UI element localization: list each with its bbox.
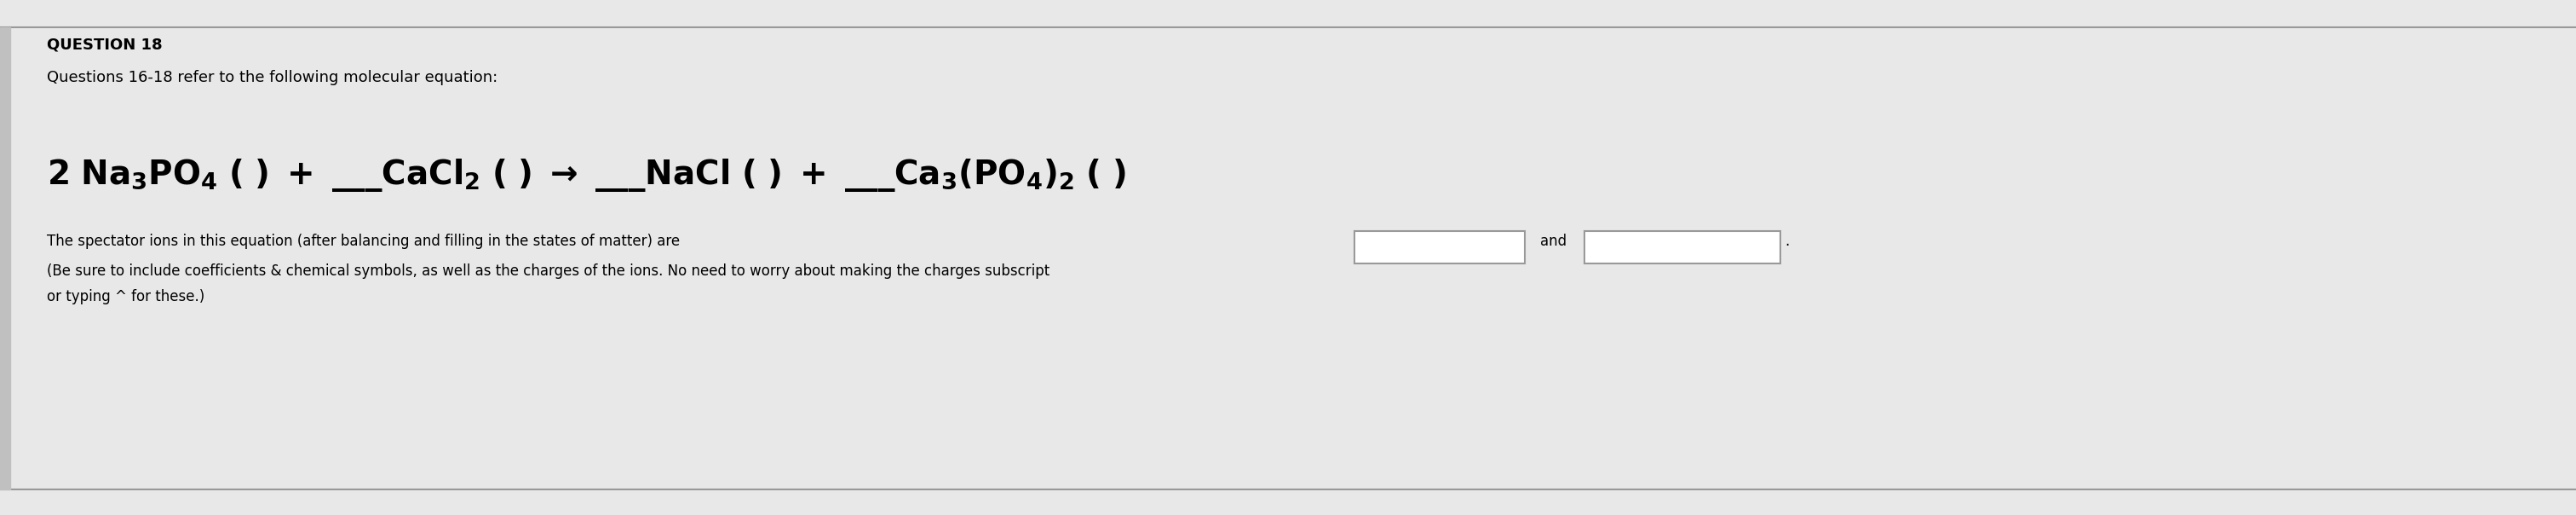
Text: The spectator ions in this equation (after balancing and filling in the states o: The spectator ions in this equation (aft… (46, 234, 680, 249)
FancyBboxPatch shape (1355, 231, 1525, 264)
Text: QUESTION 18: QUESTION 18 (46, 38, 162, 53)
Bar (0, 27, 10, 489)
Text: Questions 16-18 refer to the following molecular equation:: Questions 16-18 refer to the following m… (46, 70, 497, 85)
Text: or typing ^ for these.): or typing ^ for these.) (46, 289, 204, 304)
Text: $\mathregular{2\ Na_3PO_4\ (\ )\ +\ \_\_\_CaCl_2\ (\ )\ \rightarrow\ \_\_\_NaCl\: $\mathregular{2\ Na_3PO_4\ (\ )\ +\ \_\_… (46, 157, 1126, 194)
FancyBboxPatch shape (1584, 231, 1780, 264)
Text: .: . (1785, 234, 1790, 249)
Text: and: and (1540, 234, 1566, 249)
Text: (Be sure to include coefficients & chemical symbols, as well as the charges of t: (Be sure to include coefficients & chemi… (46, 264, 1048, 279)
